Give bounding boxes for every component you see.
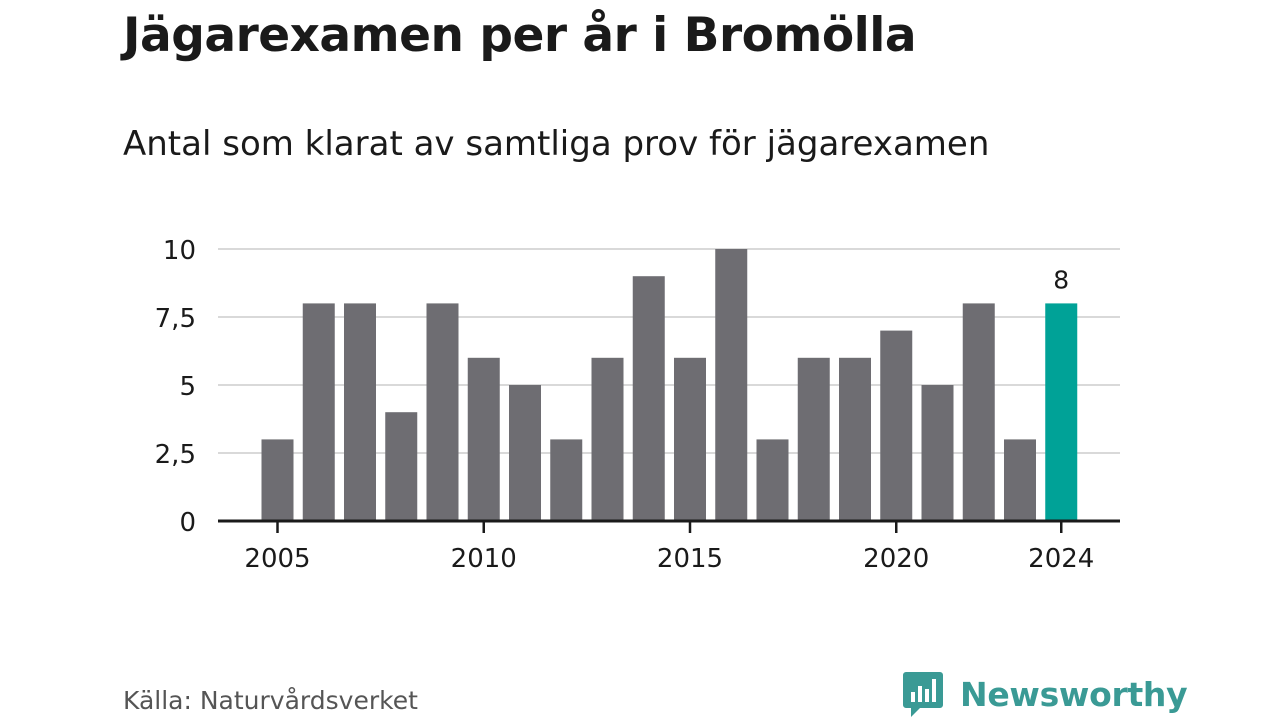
newsworthy-logo-icon	[903, 672, 943, 717]
x-tick-label: 2015	[657, 544, 723, 574]
x-tick-label: 2010	[451, 544, 517, 574]
x-tick-label: 2005	[244, 544, 310, 574]
chart-subtitle: Antal som klarat av samtliga prov för jä…	[123, 124, 990, 164]
bar-2018	[797, 357, 830, 521]
bar-2014	[632, 276, 665, 521]
bar-2009	[426, 303, 459, 521]
bar-2017	[756, 439, 789, 521]
bar-2022	[962, 303, 995, 521]
source-note: Källa: Naturvårdsverket	[123, 686, 418, 715]
y-tick-label: 5	[179, 372, 196, 402]
x-tick-label: 2020	[863, 544, 929, 574]
bar-2016	[715, 249, 748, 521]
bar-2011	[509, 385, 541, 521]
y-tick-label: 2,5	[155, 440, 196, 470]
bar-2020	[880, 330, 913, 521]
bar-2007	[344, 303, 376, 521]
bar-2019	[839, 357, 871, 521]
bar-2005	[261, 439, 294, 521]
bar-2010	[467, 357, 500, 521]
bars	[261, 249, 1078, 521]
x-tick-label: 2024	[1028, 544, 1094, 574]
bar-2024	[1045, 303, 1078, 521]
labels: 0 2,5 5 7,5 10 2005 2010 2015 2020 2024 8	[155, 236, 1095, 574]
bar-2008	[385, 412, 418, 521]
bar-2006	[302, 303, 335, 521]
chart-title: Jägarexamen per år i Bromölla	[123, 8, 917, 63]
bar-2021	[921, 385, 954, 521]
axes	[218, 519, 1120, 533]
y-tick-label: 0	[179, 508, 196, 538]
y-tick-label: 10	[163, 236, 196, 266]
bar-2012	[550, 439, 583, 521]
highlight-data-label: 8	[1053, 265, 1069, 294]
bar-2013	[591, 357, 624, 521]
y-tick-label: 7,5	[155, 304, 196, 334]
brand-name: Newsworthy	[960, 674, 1188, 714]
bar-2015	[674, 357, 706, 521]
bar-2023	[1004, 439, 1036, 521]
brand: Newsworthy	[902, 670, 1188, 718]
